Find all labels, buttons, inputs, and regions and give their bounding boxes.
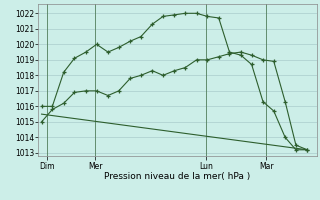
X-axis label: Pression niveau de la mer( hPa ): Pression niveau de la mer( hPa ) [104, 172, 251, 181]
